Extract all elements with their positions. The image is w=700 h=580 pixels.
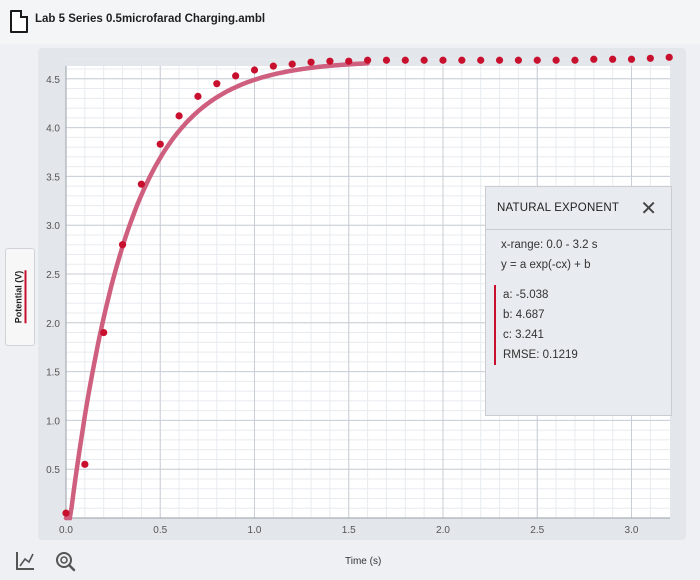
data-points [62, 53, 673, 517]
data-point [156, 140, 164, 148]
fit-parameters: a: -5.038 b: 4.687 c: 3.241 RMSE: 0.1219 [494, 285, 578, 365]
data-point [590, 55, 598, 63]
close-icon[interactable]: ✕ [640, 198, 657, 220]
data-point [232, 72, 240, 80]
data-point [118, 241, 127, 249]
data-point [100, 328, 108, 337]
data-point [401, 56, 409, 64]
data-point [250, 66, 259, 74]
data-point [609, 55, 617, 63]
y-tick-label: 0.5 [46, 465, 60, 476]
x-tick-label: 0.5 [153, 525, 167, 536]
y-tick-label: 3.5 [46, 172, 60, 183]
data-point [307, 58, 315, 66]
fit-panel-header: NATURAL EXPONENT ✕ [486, 187, 671, 230]
fit-panel-title: NATURAL EXPONENT [497, 202, 620, 214]
x-tick-labels: 0.0 0.5 1.0 1.5 2.0 2.5 3.0 [59, 525, 639, 536]
data-point [194, 92, 202, 100]
data-point [439, 56, 447, 64]
zoom-icon[interactable] [54, 550, 76, 572]
data-point [477, 56, 485, 64]
y-tick-label: 1.5 [46, 368, 60, 379]
data-point [571, 56, 579, 64]
fit-curve [63, 61, 370, 521]
data-point [665, 53, 673, 61]
data-point [364, 56, 372, 64]
data-point [326, 57, 334, 65]
title-bar: Lab 5 Series 0.5microfarad Charging.ambl [0, 0, 700, 44]
data-point [269, 62, 277, 70]
y-tick-labels: 0.5 1.0 1.5 2.0 2.5 3.0 3.5 4.0 4.5 [46, 75, 60, 476]
data-point [288, 60, 296, 68]
x-axis-label[interactable]: Time (s) [345, 556, 382, 567]
y-axis-label-box[interactable]: Potential (V) [5, 248, 35, 346]
data-point [420, 56, 428, 64]
graph-icon[interactable] [14, 550, 36, 572]
grid [65, 58, 670, 519]
x-tick-label: 1.0 [248, 525, 262, 536]
y-tick-label: 4.5 [46, 75, 60, 86]
fit-param-c: c: 3.241 [503, 329, 544, 341]
data-point [175, 112, 183, 120]
data-point [345, 57, 353, 65]
data-point [646, 54, 654, 62]
y-tick-label: 1.0 [46, 416, 60, 427]
document-icon [10, 10, 28, 33]
y-tick-label: 4.0 [46, 124, 60, 135]
file-title: Lab 5 Series 0.5microfarad Charging.ambl [35, 13, 266, 25]
data-point [533, 56, 541, 64]
data-point [495, 56, 504, 64]
fit-x-range: x-range: 0.0 - 3.2 s [501, 239, 598, 251]
data-point [382, 56, 391, 64]
fit-rmse: RMSE: 0.1219 [503, 349, 578, 361]
data-point [213, 80, 221, 88]
x-tick-label: 2.0 [436, 525, 450, 536]
data-point [62, 509, 70, 517]
data-point [458, 56, 466, 64]
y-tick-label: 3.0 [46, 221, 60, 232]
data-point [81, 460, 89, 468]
data-point [627, 55, 636, 63]
y-tick-label: 2.0 [46, 319, 60, 330]
fit-param-b: b: 4.687 [503, 309, 545, 321]
y-tick-label: 2.5 [46, 270, 60, 281]
x-tick-label: 3.0 [625, 525, 639, 536]
x-tick-label: 0.0 [59, 525, 73, 536]
data-point [552, 56, 560, 64]
x-tick-label: 2.5 [530, 525, 544, 536]
curve-fit-panel: NATURAL EXPONENT ✕ x-range: 0.0 - 3.2 s … [485, 186, 672, 416]
fit-param-a: a: -5.038 [503, 289, 549, 301]
y-axis-label: Potential (V) [13, 270, 27, 324]
x-tick-label: 1.5 [342, 525, 356, 536]
fit-equation: y = a exp(-cx) + b [501, 259, 591, 271]
data-point [514, 56, 523, 64]
data-point [137, 180, 145, 188]
